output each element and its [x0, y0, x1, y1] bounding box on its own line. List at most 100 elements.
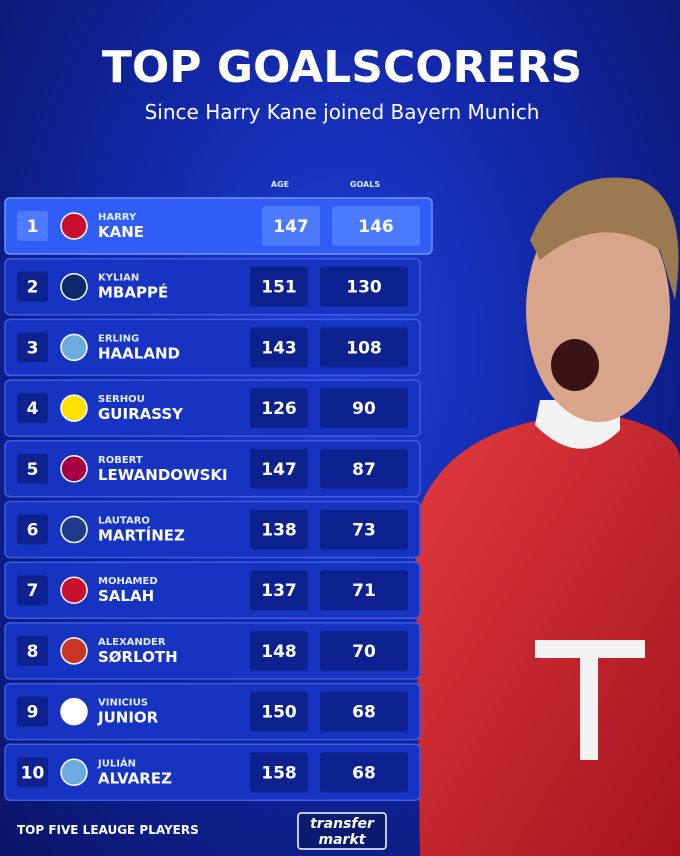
goals-box — [320, 630, 408, 671]
club-crest — [60, 758, 88, 787]
row-bg — [4, 257, 421, 316]
goals: 71 — [352, 581, 376, 601]
rank-box — [17, 453, 48, 484]
first-name: ALEXANDER — [98, 637, 166, 648]
age: 126 — [261, 399, 297, 419]
goals-box — [320, 327, 408, 368]
rank-box — [17, 696, 48, 727]
goals-box — [320, 752, 408, 793]
age: 138 — [261, 521, 297, 541]
row-bg — [4, 500, 421, 559]
age-box — [250, 570, 308, 611]
rank-box — [17, 757, 48, 788]
last-name: KANE — [98, 223, 144, 241]
last-name: MARTÍNEZ — [98, 526, 185, 545]
row-bg — [4, 440, 421, 498]
row-bg — [4, 379, 421, 437]
club-crest — [60, 637, 88, 665]
goals: 90 — [352, 399, 376, 419]
rank-box — [17, 271, 48, 302]
last-name: SALAH — [98, 587, 154, 605]
club-crest — [60, 576, 88, 604]
club-crest — [60, 333, 88, 362]
first-name: JULIÁN — [97, 756, 136, 769]
goals: 70 — [352, 642, 376, 662]
rank: 1 — [27, 217, 39, 237]
row-bg — [4, 561, 421, 619]
first-name: KYLIAN — [98, 273, 139, 284]
club-crest — [60, 515, 88, 544]
goals-box — [320, 509, 408, 550]
goals-box — [320, 388, 408, 429]
row-bg — [4, 318, 421, 377]
first-name: HARRY — [98, 212, 137, 223]
club-crest — [60, 272, 88, 301]
rank-box — [17, 393, 48, 424]
age: 158 — [261, 763, 297, 783]
row-bg — [4, 743, 421, 802]
goals-box — [320, 448, 408, 489]
age: 151 — [261, 278, 297, 298]
age-box — [250, 327, 308, 368]
rank-box — [17, 514, 48, 545]
age: 147 — [261, 460, 297, 480]
last-name: GUIRASSY — [98, 405, 184, 423]
rank: 7 — [27, 581, 39, 601]
club-crest — [60, 455, 88, 483]
age-box — [250, 752, 308, 793]
last-name: JUNIOR — [97, 709, 159, 727]
goals-box — [320, 570, 408, 611]
brand-text: markt — [319, 832, 367, 848]
goals-box — [332, 206, 420, 246]
goals: 108 — [346, 338, 382, 358]
club-crest — [60, 697, 88, 726]
goals: 87 — [352, 460, 376, 480]
goals: 146 — [358, 217, 394, 237]
goals: 68 — [352, 763, 376, 783]
brand-text: transfer — [310, 816, 375, 832]
column-header: AGE — [271, 180, 289, 189]
rank: 5 — [27, 460, 39, 480]
club-crest — [60, 212, 88, 240]
age: 143 — [261, 338, 297, 358]
rank: 4 — [27, 399, 39, 419]
footer-note: TOP FIVE LEAUGE PLAYERS — [17, 823, 199, 837]
first-name: MOHAMED — [98, 576, 158, 587]
rank: 6 — [27, 521, 39, 541]
goals-box — [320, 691, 408, 732]
last-name: ALVAREZ — [98, 769, 172, 787]
age-box — [250, 388, 308, 429]
age-box — [250, 630, 308, 671]
subtitle: Since Harry Kane joined Bayern Munich — [145, 100, 540, 124]
first-name: ERLING — [98, 333, 139, 344]
first-name: LAUTARO — [98, 516, 150, 527]
goals: 68 — [352, 703, 376, 723]
first-name: ROBERT — [98, 455, 143, 466]
rank: 8 — [27, 642, 39, 662]
row-bg — [4, 622, 421, 680]
age: 150 — [261, 703, 297, 723]
goals-box — [320, 266, 408, 307]
title: TOP GOALSCORERS — [102, 42, 582, 93]
age-box — [250, 448, 308, 489]
rank-box — [17, 575, 48, 606]
first-name: SERHOU — [98, 394, 145, 405]
goals: 73 — [352, 521, 376, 541]
brand-logo — [297, 812, 387, 850]
first-name: VINICIUS — [98, 698, 148, 709]
age: 147 — [273, 217, 309, 237]
player-photo — [415, 177, 680, 856]
goals: 130 — [346, 278, 382, 298]
rank: 2 — [27, 278, 39, 298]
rank: 9 — [27, 703, 39, 723]
rank-box — [17, 635, 48, 666]
age: 148 — [261, 642, 297, 662]
last-name: MBAPPÉ — [98, 283, 168, 302]
row-bg — [4, 682, 421, 741]
age-box — [250, 509, 308, 550]
club-crest — [60, 394, 88, 422]
row-bg — [4, 197, 433, 255]
